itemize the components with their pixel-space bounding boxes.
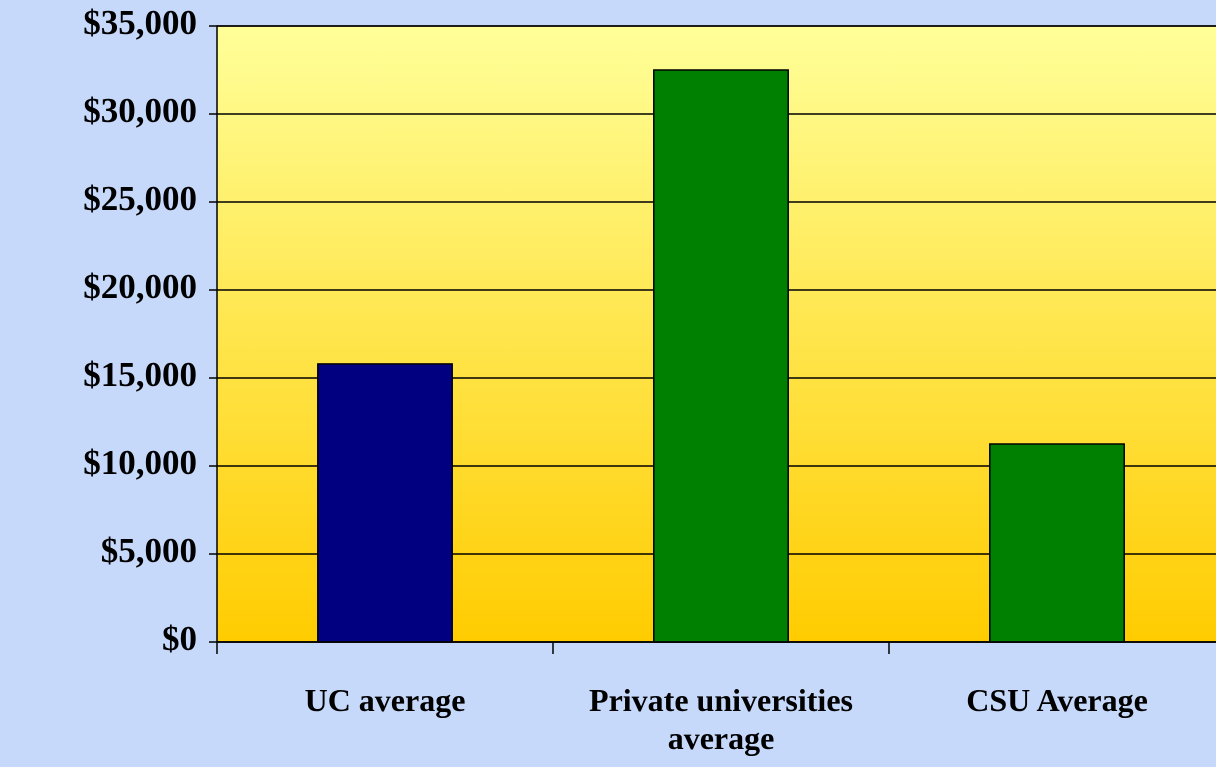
y-tick-label: $30,000 — [83, 91, 197, 130]
bar — [317, 363, 453, 643]
y-tick-label: $15,000 — [83, 355, 197, 394]
y-tick-label: $35,000 — [83, 3, 197, 42]
x-tick-label: UC average — [304, 682, 466, 718]
y-tick-label: $20,000 — [83, 267, 197, 306]
y-tick-label: $25,000 — [83, 179, 197, 218]
y-tick-label: $5,000 — [101, 531, 197, 570]
y-tick-label: $0 — [162, 619, 197, 658]
bar — [989, 443, 1125, 643]
bar — [653, 69, 789, 643]
x-tick-label: CSU Average — [966, 682, 1148, 718]
x-tick-label: Private universities average — [589, 682, 853, 756]
y-tick-label: $10,000 — [83, 443, 197, 482]
